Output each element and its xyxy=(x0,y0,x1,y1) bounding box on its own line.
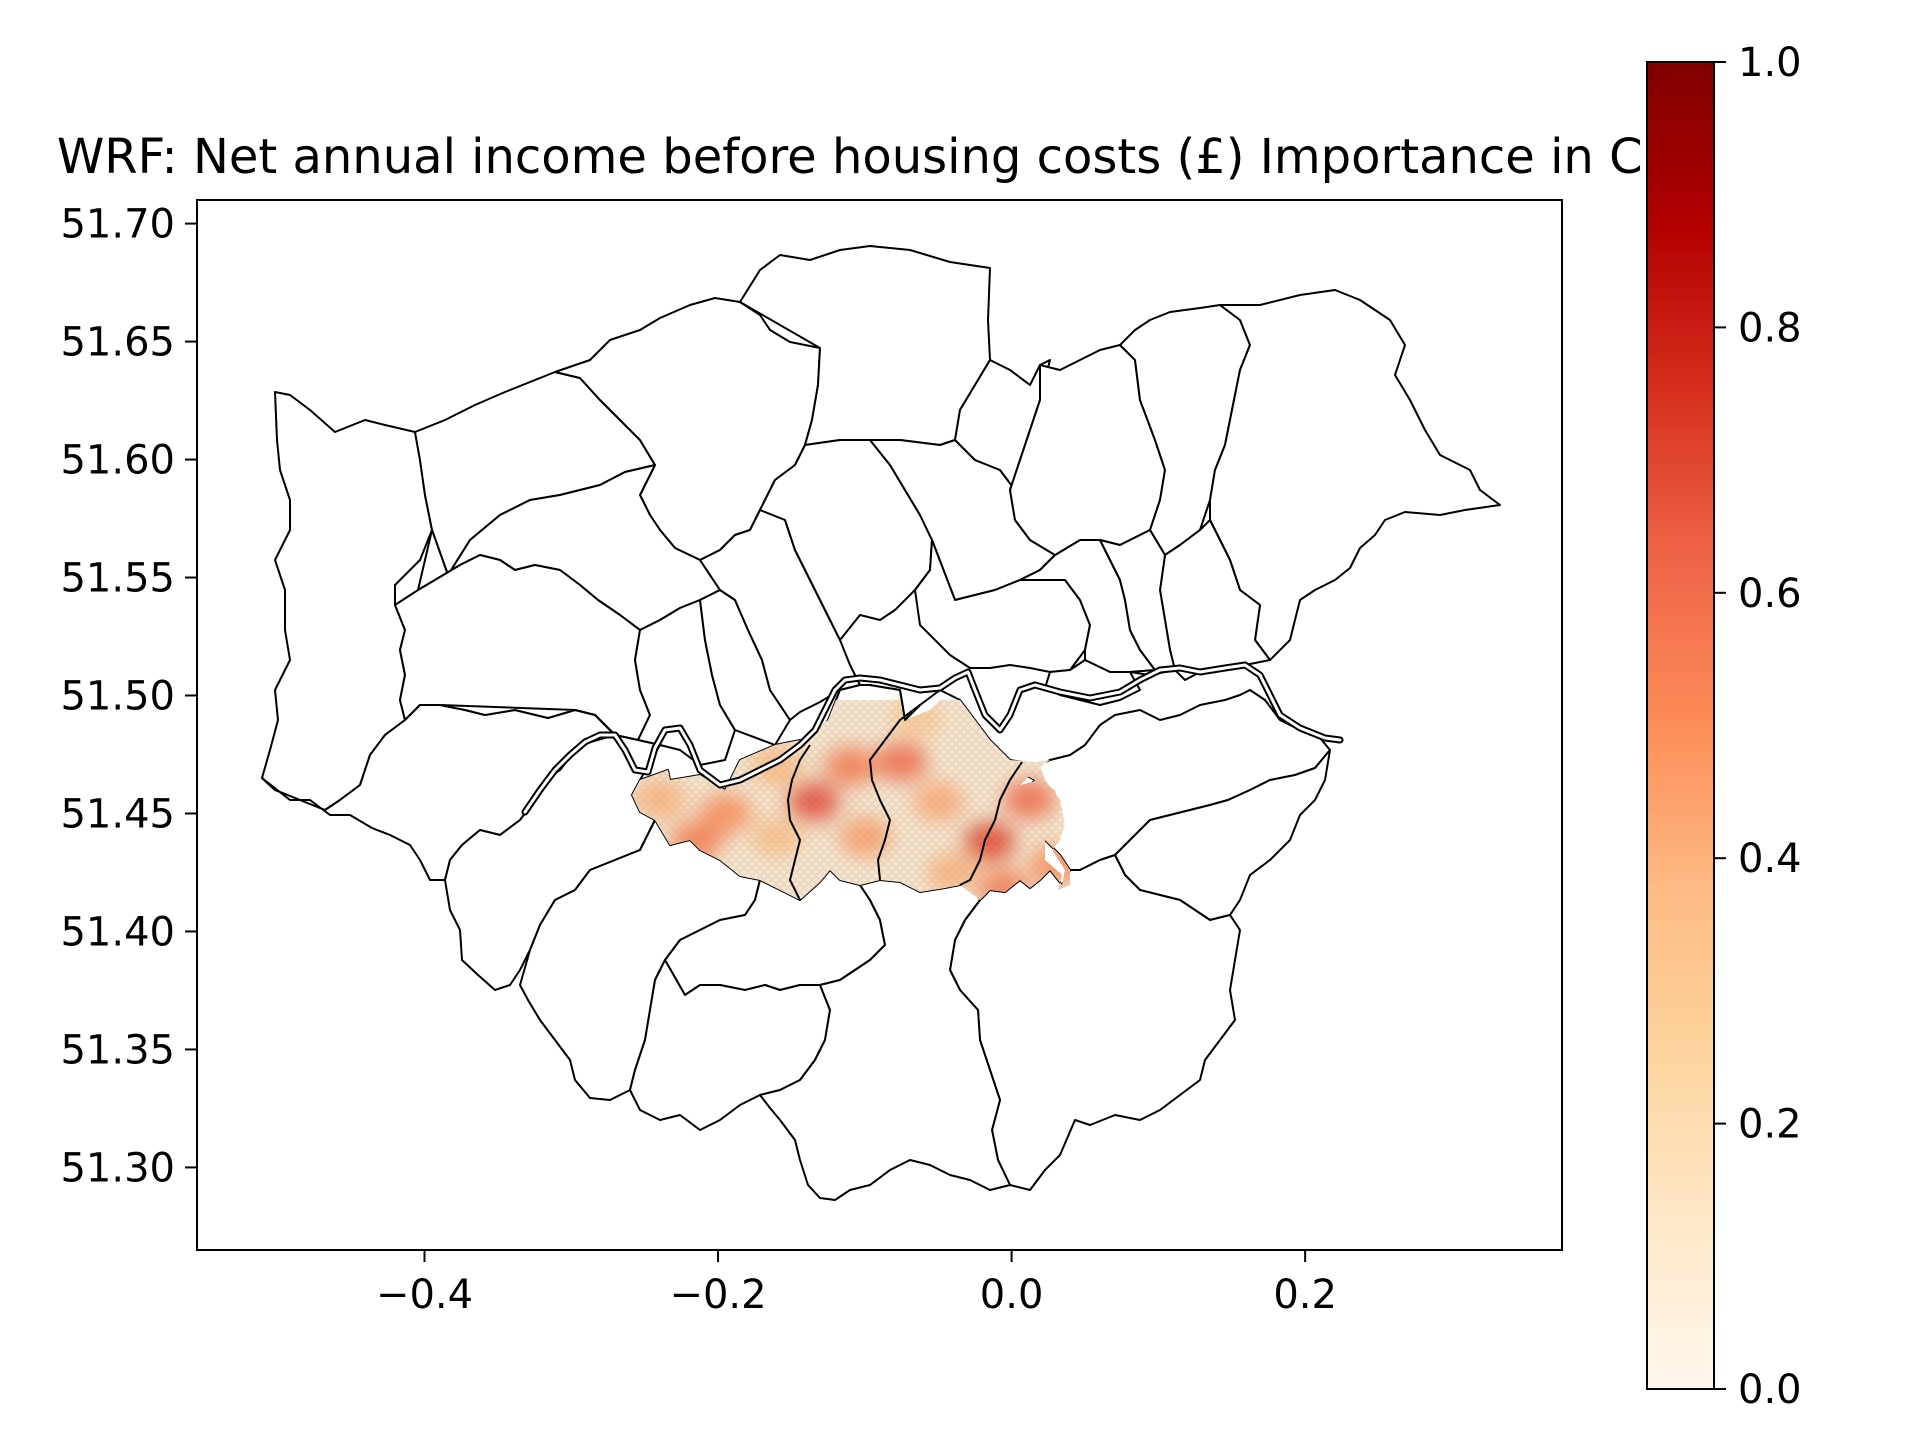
y-tick-label: 51.40 xyxy=(60,909,175,955)
borough-croydon xyxy=(759,879,1011,1201)
colorbar: 0.0 0.2 0.4 0.6 0.8 1.0 xyxy=(1646,40,1802,1413)
x-tick-label: −0.4 xyxy=(376,1272,473,1318)
y-tick-label: 51.55 xyxy=(60,556,175,602)
y-tick-label: 51.45 xyxy=(60,791,175,837)
y-tick-label: 51.65 xyxy=(60,320,175,366)
colorbar-tick-label: 1.0 xyxy=(1738,40,1802,86)
chart-title: WRF: Net annual income before housing co… xyxy=(57,129,1703,185)
colorbar-gradient xyxy=(1646,61,1715,1390)
colorbar-tick-label: 0.4 xyxy=(1738,836,1802,882)
y-tick-label: 51.70 xyxy=(60,202,175,248)
colorbar-tick-label: 0.8 xyxy=(1738,305,1802,351)
heatmap-borough-outlines xyxy=(787,684,1023,901)
y-tick-label: 51.50 xyxy=(60,674,175,720)
y-axis: 51.30 51.35 51.40 51.45 51.50 51.55 51.60 51.65… xyxy=(60,202,197,1191)
map-axes: −0.4 −0.2 0.0 0.2 51.30 51.35 51.40 51.45 51.50… xyxy=(60,199,1563,1318)
borough-havering xyxy=(1209,289,1501,661)
y-tick-label: 51.35 xyxy=(60,1027,175,1073)
y-tick-label: 51.60 xyxy=(60,438,175,484)
x-tick-label: 0.2 xyxy=(1273,1272,1337,1318)
colorbar-ticks: 0.0 0.2 0.4 0.6 0.8 1.0 xyxy=(1714,40,1802,1413)
colorbar-tick-label: 0.6 xyxy=(1738,571,1802,617)
colorbar-tick-label: 0.2 xyxy=(1738,1102,1802,1148)
x-axis: −0.4 −0.2 0.0 0.2 xyxy=(376,1250,1337,1318)
x-tick-label: 0.0 xyxy=(980,1272,1044,1318)
colorbar-tick-label: 0.0 xyxy=(1738,1367,1802,1413)
river-thames xyxy=(521,661,1344,816)
x-tick-label: −0.2 xyxy=(669,1272,766,1318)
y-tick-label: 51.30 xyxy=(60,1145,175,1191)
